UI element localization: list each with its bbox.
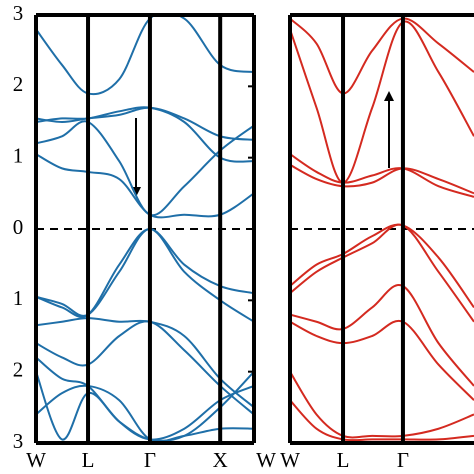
band-line — [290, 163, 474, 195]
y-tick-label: 2 — [13, 357, 24, 381]
band-line — [36, 320, 254, 416]
band-line — [290, 17, 474, 95]
x-tick-label: X — [213, 448, 228, 472]
y-tick-label: 1 — [13, 143, 24, 167]
band-line — [290, 399, 474, 442]
y-tick-label: 0 — [13, 215, 24, 239]
band-line — [36, 106, 254, 163]
bands — [290, 17, 474, 442]
band-line — [36, 370, 254, 442]
band-line — [36, 227, 254, 323]
band-line — [36, 15, 254, 96]
band-line — [290, 319, 474, 401]
y-tick-label: 3 — [13, 429, 24, 453]
x-tick-label: L — [82, 448, 95, 472]
x-tick-label: Γ — [397, 448, 409, 472]
band-line — [290, 20, 474, 184]
band-line — [290, 371, 474, 439]
band-line — [290, 284, 474, 387]
x-tick-label: W — [280, 448, 300, 472]
x-tick-label: W — [256, 448, 276, 472]
x-tick-label: Γ — [144, 448, 156, 472]
band-line — [290, 153, 474, 198]
y-tick-label: 2 — [13, 72, 24, 96]
bands — [36, 15, 254, 443]
x-tick-label: L — [337, 448, 350, 472]
y-tick-label: 1 — [13, 286, 24, 310]
band-line — [36, 227, 254, 318]
band-line — [36, 106, 254, 141]
band-line — [290, 223, 474, 309]
band-line — [36, 153, 254, 219]
x-tick-label: W — [26, 448, 46, 472]
band-line — [36, 317, 254, 409]
band-line — [290, 223, 474, 323]
y-tick-label: 3 — [13, 1, 24, 25]
band-line — [36, 384, 254, 443]
